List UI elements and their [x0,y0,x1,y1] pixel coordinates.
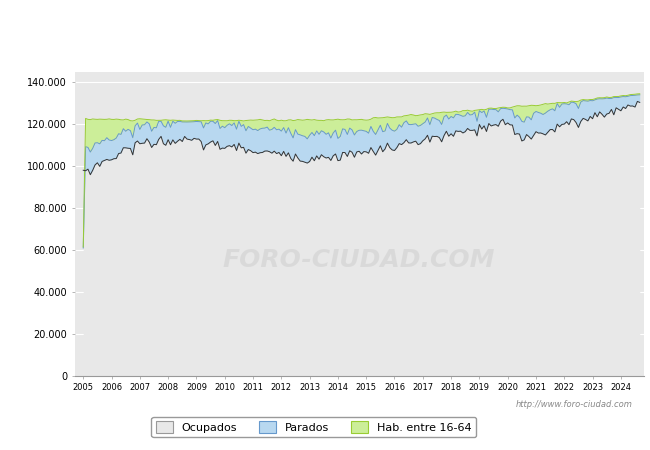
Text: FORO-CIUDAD.COM: FORO-CIUDAD.COM [223,248,495,272]
Text: Donostia/San Sebastián - Evolucion de la poblacion en edad de Trabajar Septiembr: Donostia/San Sebastián - Evolucion de la… [64,12,586,22]
Text: http://www.foro-ciudad.com: http://www.foro-ciudad.com [515,400,632,409]
Legend: Ocupados, Parados, Hab. entre 16-64: Ocupados, Parados, Hab. entre 16-64 [151,417,476,437]
